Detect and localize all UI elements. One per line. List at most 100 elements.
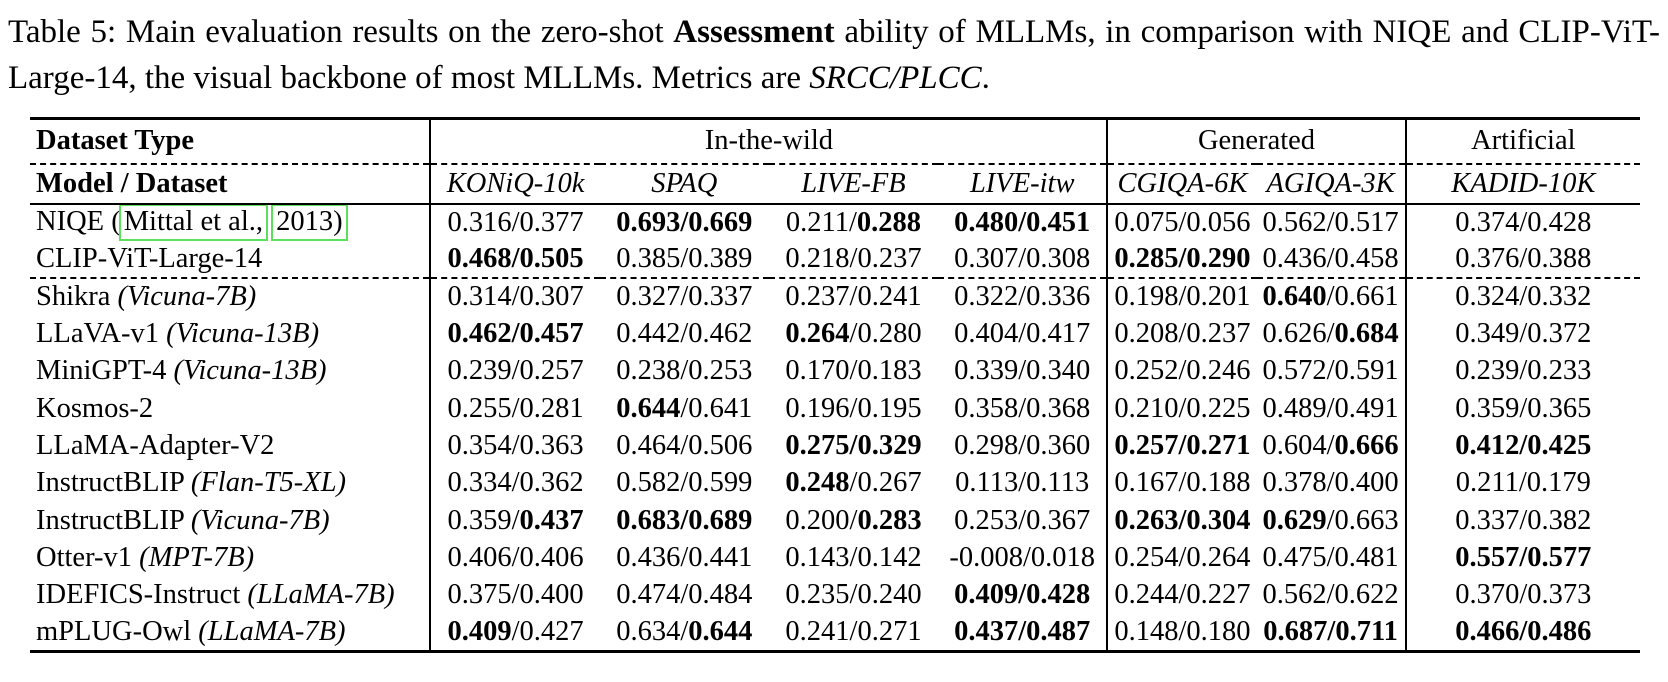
score-separator: / <box>680 206 689 238</box>
score-separator: / <box>1018 206 1027 238</box>
table-row: LLaVA-v1 (Vicuna-13B) 0.462/0.457 0.442/0.… <box>30 315 1640 353</box>
plcc-value: 0.332 <box>1527 281 1592 313</box>
score-cell: 0.143/0.142 <box>769 539 938 576</box>
header-cgiqa-6k: CGIQA-6K <box>1107 163 1257 205</box>
model-name: Kosmos-2 <box>36 392 154 424</box>
score-separator: / <box>1519 355 1528 387</box>
srcc-value: 0.211 <box>785 206 849 238</box>
plcc-value: 0.281 <box>519 392 584 424</box>
score-cell: 0.374/0.428 <box>1406 204 1640 241</box>
plcc-value: 0.337 <box>688 281 753 313</box>
srcc-value: 0.113 <box>955 467 1019 499</box>
plcc-value: 0.517 <box>1334 206 1399 238</box>
header-kadid-10k: KADID-10K <box>1405 163 1640 205</box>
score-separator: / <box>1018 467 1027 499</box>
model-label-cell: Kosmos-2 <box>30 390 432 428</box>
model-label-cell: InstructBLIP (Vicuna-7B) <box>30 501 432 540</box>
score-cell: 0.634/0.644 <box>600 614 769 651</box>
srcc-value: 0.442 <box>616 318 681 350</box>
score-separator: / <box>1018 355 1027 387</box>
score-cell: 0.239/0.233 <box>1406 353 1640 390</box>
score-cell: 0.562/0.517 <box>1256 203 1407 241</box>
srcc-value: 0.409 <box>954 579 1019 611</box>
score-cell: 0.359/0.365 <box>1406 390 1640 427</box>
srcc-value: 0.237 <box>785 281 850 313</box>
score-cell: 0.196/0.195 <box>769 390 938 427</box>
srcc-value: 0.562 <box>1262 206 1327 238</box>
model-label-cell: MiniGPT-4 (Vicuna-13B) <box>30 352 432 391</box>
score-separator: / <box>1326 579 1335 611</box>
plcc-value: 0.329 <box>857 429 922 461</box>
score-separator: / <box>849 318 858 350</box>
score-separator: / <box>849 467 858 499</box>
srcc-value: 0.143 <box>785 541 850 573</box>
plcc-value: 0.505 <box>519 243 584 274</box>
srcc-value: 0.167 <box>1114 467 1179 499</box>
score-cell: 0.466/0.486 <box>1406 614 1640 651</box>
srcc-value: 0.385 <box>616 243 681 274</box>
score-separator: / <box>849 206 857 238</box>
srcc-value: 0.264 <box>785 318 850 350</box>
score-cell: 0.239/0.257 <box>430 353 599 390</box>
score-cell: 0.237/0.241 <box>769 278 938 315</box>
plcc-value: 0.336 <box>1026 281 1091 313</box>
score-cell: 0.629/0.663 <box>1256 501 1407 540</box>
score-cell: 0.322/0.336 <box>938 278 1109 316</box>
srcc-value: 0.218 <box>785 243 850 274</box>
srcc-value: 0.626 <box>1262 318 1327 350</box>
table-row: Shikra (Vicuna-7B) 0.314/0.307 0.327/0.337… <box>30 278 1640 316</box>
srcc-value: 0.489 <box>1262 392 1327 424</box>
score-cell: 0.210/0.225 <box>1107 390 1256 427</box>
srcc-value: 0.198 <box>1114 281 1179 313</box>
citation-link[interactable]: 2013) <box>271 204 348 241</box>
model-name: MiniGPT-4 <box>36 355 167 387</box>
score-separator: / <box>1018 504 1027 536</box>
model-label-cell: CLIP-ViT-Large-14 <box>30 240 432 280</box>
score-cell: 0.358/0.368 <box>938 390 1109 428</box>
score-cell: 0.480/0.451 <box>938 203 1109 241</box>
srcc-value: 0.314 <box>447 281 512 313</box>
model-variant: (Flan-T5-XL) <box>190 467 347 499</box>
plcc-value: 0.280 <box>857 318 922 350</box>
score-separator: / <box>1178 243 1187 274</box>
srcc-value: 0.634 <box>616 615 681 647</box>
score-separator: / <box>511 504 520 536</box>
model-name: InstructBLIP <box>36 467 184 499</box>
score-cell: 0.406/0.406 <box>430 539 599 576</box>
plcc-value: 0.425 <box>1527 429 1592 461</box>
srcc-value: 0.437 <box>954 615 1019 647</box>
srcc-value: 0.436 <box>1262 243 1327 274</box>
score-cell: 0.475/0.481 <box>1256 539 1407 577</box>
srcc-value: 0.210 <box>1114 392 1179 424</box>
plcc-value: 0.237 <box>1186 318 1251 350</box>
score-cell: 0.644/0.641 <box>600 390 769 427</box>
plcc-value: 0.506 <box>688 429 753 461</box>
score-separator: / <box>1519 541 1528 573</box>
score-cell: 0.148/0.180 <box>1107 614 1256 651</box>
srcc-value: 0.248 <box>785 467 850 499</box>
caption-text-2: ability of MLLMs, in comparison with NIQ… <box>8 14 1661 96</box>
score-cell: 0.437/0.487 <box>938 613 1109 652</box>
srcc-value: 0.322 <box>954 281 1019 313</box>
plcc-value: 0.377 <box>519 206 584 238</box>
score-separator: / <box>1326 206 1335 238</box>
plcc-value: 0.188 <box>1186 467 1251 499</box>
score-cell: 0.208/0.237 <box>1107 315 1256 352</box>
score-separator: / <box>849 541 858 573</box>
score-cell: 0.687/0.711 <box>1256 613 1407 652</box>
score-separator: / <box>680 243 689 274</box>
citation-link[interactable]: Mittal et al., <box>118 204 268 241</box>
srcc-value: 0.298 <box>954 429 1019 461</box>
score-cell: 0.075/0.056 <box>1107 204 1256 241</box>
score-separator: / <box>1178 281 1187 313</box>
score-separator: / <box>680 281 689 313</box>
srcc-value: 0.376 <box>1455 243 1520 274</box>
score-separator: / <box>849 355 858 387</box>
table-caption: Table 5: Main evaluation results on the … <box>0 0 1660 101</box>
plcc-value: 0.428 <box>1026 579 1091 611</box>
srcc-value: 0.241 <box>785 615 850 647</box>
model-label-cell: NIQE (Mittal et al., 2013) <box>30 203 432 241</box>
srcc-value: 0.337 <box>1455 504 1520 536</box>
plcc-value: 0.363 <box>519 429 584 461</box>
model-variant: (Vicuna-13B) <box>166 318 320 350</box>
